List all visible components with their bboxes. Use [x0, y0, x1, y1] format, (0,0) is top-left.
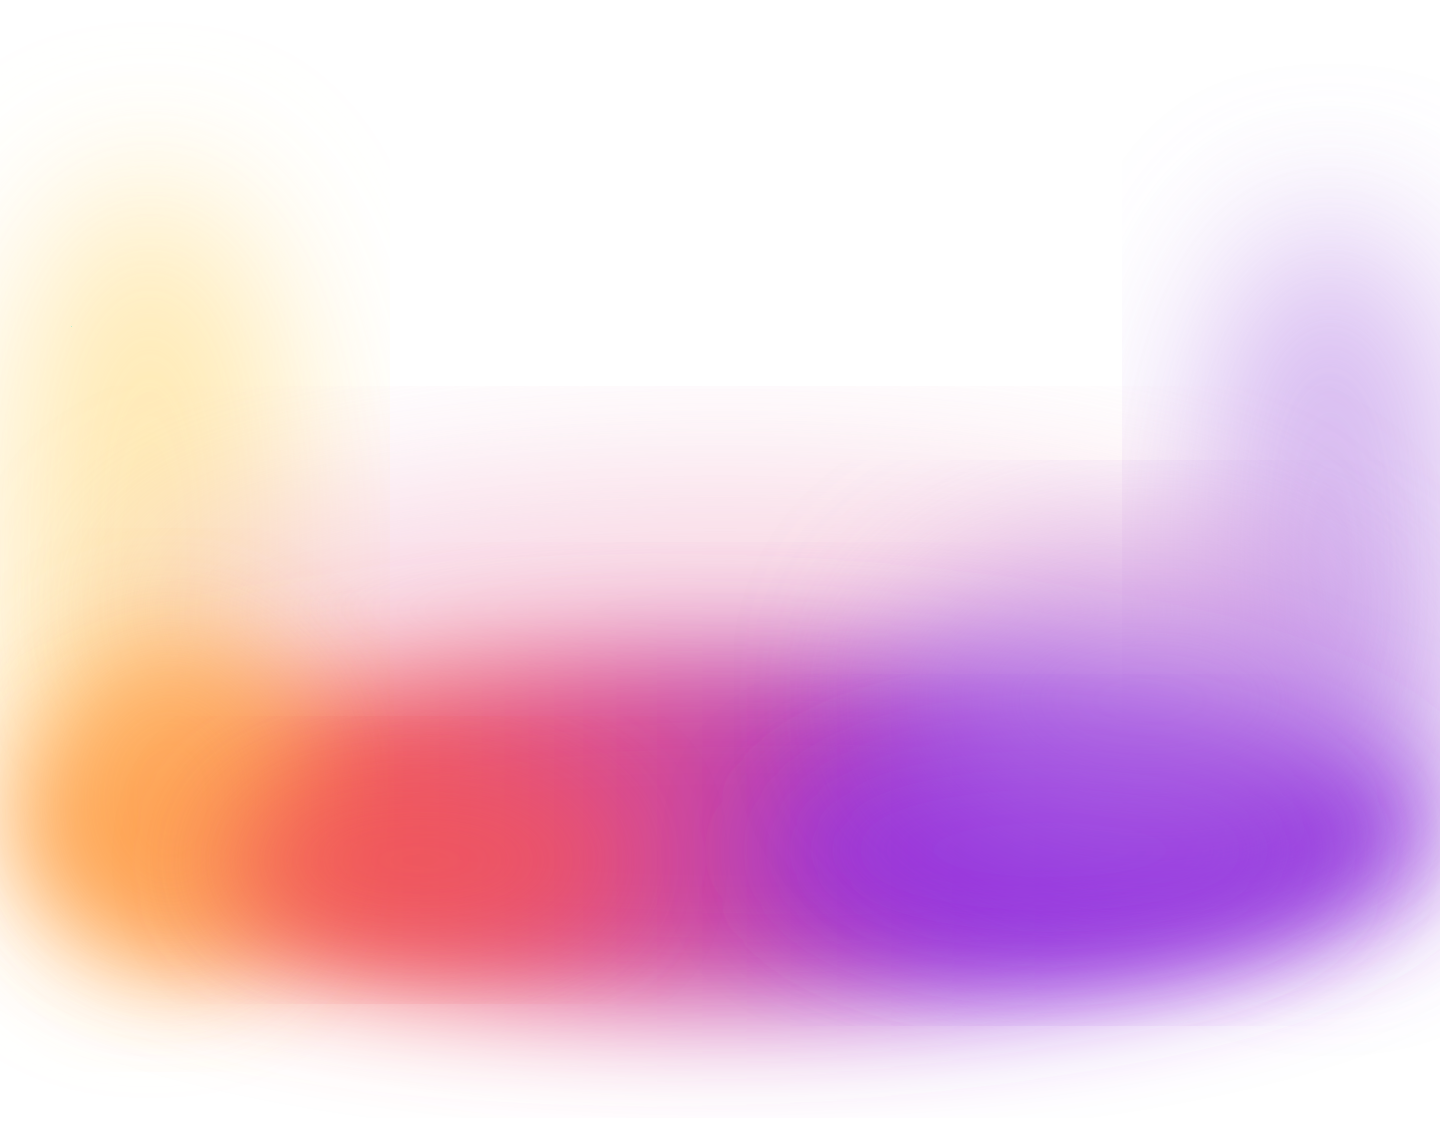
coral-core [220, 770, 620, 950]
purple-fade [890, 550, 1410, 850]
orange-accent [30, 630, 310, 970]
